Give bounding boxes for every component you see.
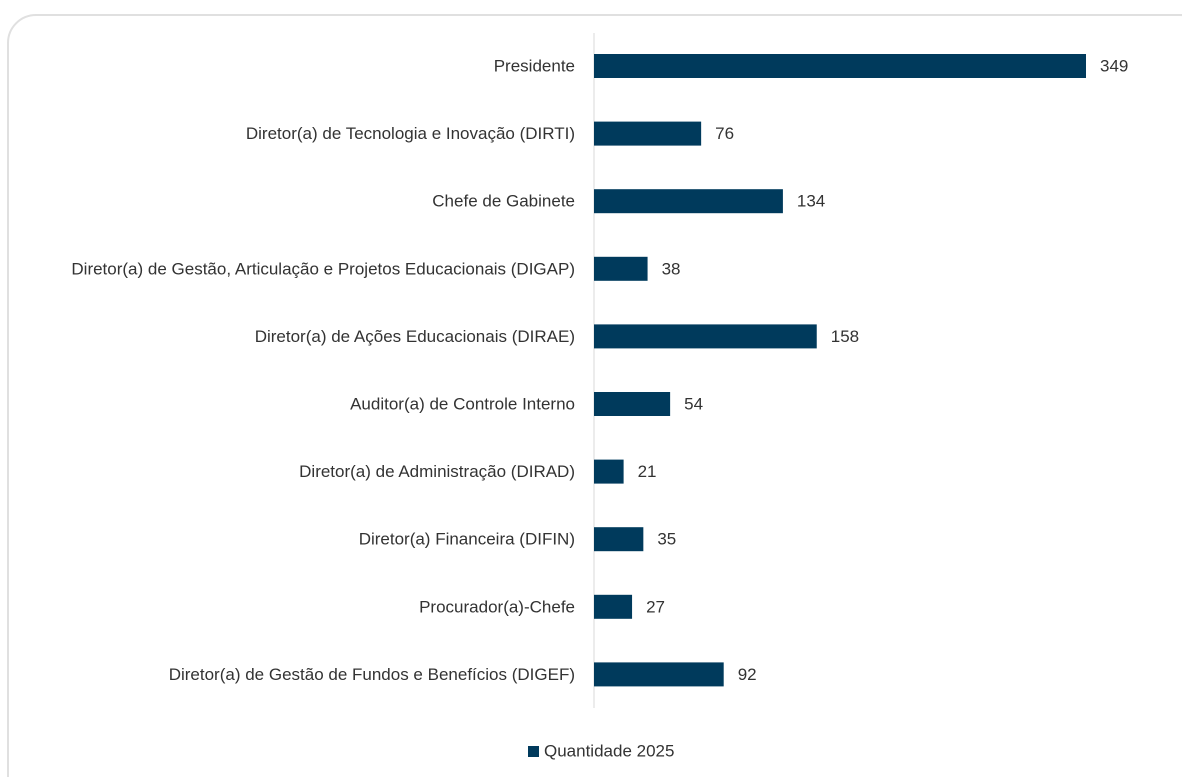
data-label: 27 <box>646 597 665 616</box>
bar <box>594 324 817 349</box>
data-label: 349 <box>1100 56 1128 75</box>
y-tick-label: Procurador(a)-Chefe <box>419 597 575 616</box>
y-tick-label: Diretor(a) de Gestão de Fundos e Benefíc… <box>169 665 575 684</box>
data-label: 158 <box>831 327 859 346</box>
y-tick-label: Diretor(a) de Ações Educacionais (DIRAE) <box>255 327 575 346</box>
data-label: 92 <box>738 665 757 684</box>
y-tick-label: Diretor(a) de Administração (DIRAD) <box>299 462 575 481</box>
y-tick-label: Auditor(a) de Controle Interno <box>350 394 575 413</box>
legend-label: Quantidade 2025 <box>544 741 674 760</box>
bar <box>594 256 648 281</box>
bar <box>594 54 1086 78</box>
data-label: 76 <box>715 124 734 143</box>
data-label: 21 <box>638 462 657 481</box>
data-label: 38 <box>662 259 681 278</box>
bar <box>594 527 644 552</box>
bar <box>594 392 671 416</box>
y-tick-label: Diretor(a) Financeira (DIFIN) <box>359 530 575 549</box>
bar <box>594 121 702 146</box>
bar <box>594 459 624 484</box>
bar <box>594 594 633 619</box>
y-tick-label: Presidente <box>494 56 575 75</box>
legend-swatch <box>528 746 539 757</box>
y-tick-label: Diretor(a) de Tecnologia e Inovação (DIR… <box>246 124 575 143</box>
bar <box>594 189 783 214</box>
data-label: 54 <box>684 394 703 413</box>
y-tick-label: Chefe de Gabinete <box>432 192 575 211</box>
data-label: 35 <box>657 530 676 549</box>
data-label: 134 <box>797 192 825 211</box>
bar <box>594 662 724 687</box>
y-tick-label: Diretor(a) de Gestão, Articulação e Proj… <box>71 259 575 278</box>
